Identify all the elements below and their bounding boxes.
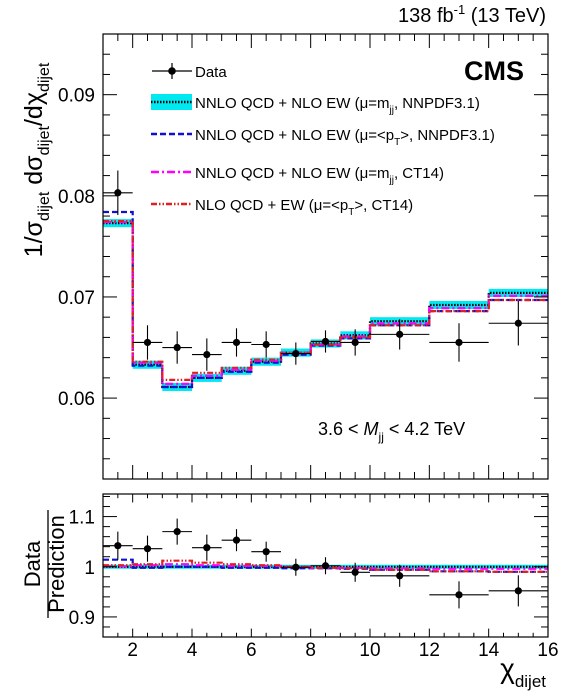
main-y-ticks: 0.06 0.07 0.08 0.09 xyxy=(58,33,548,480)
ratio-y-label-bottom: Prediction xyxy=(44,515,69,613)
legend-entry-nnpdf-mjj: NNLO QCD + NLO EW (μ=mjj, NNPDF3.1) xyxy=(151,94,480,116)
cms-label: CMS xyxy=(464,56,524,86)
ratio-x-tick-label: 2 xyxy=(127,640,138,661)
main-data-point xyxy=(292,349,300,358)
main-data-point xyxy=(351,338,359,347)
ratio-x-tick-label: 14 xyxy=(478,640,500,661)
main-data-point xyxy=(203,351,211,359)
ratio-band-bin xyxy=(429,564,489,569)
ratio-y-ticks: 0.9 1 1.1 xyxy=(69,496,548,638)
data-points-layer xyxy=(103,170,548,371)
legend-label-ct14-nlo-pt: NLO QCD + EW (μ=<pT>, CT14) xyxy=(195,197,413,218)
legend-entry-ct14-mjj: NNLO QCD + NLO EW (μ=mjj, CT14) xyxy=(151,165,444,186)
main-data-point xyxy=(262,340,270,349)
ratio-y-tick-label: 1.1 xyxy=(69,508,95,529)
ratio-x-tick-label: 4 xyxy=(187,640,198,661)
main-band-bin xyxy=(103,219,133,228)
legend-label-ct14-mjj: NNLO QCD + NLO EW (μ=mjj, CT14) xyxy=(195,165,444,186)
main-data-point xyxy=(232,338,241,347)
ratio-y-tick-label: 1 xyxy=(84,558,95,579)
ratio-data-point xyxy=(173,528,181,536)
ratio-data-point xyxy=(455,591,463,599)
main-x-ticks xyxy=(102,34,549,479)
main-data-point xyxy=(321,337,330,346)
ratio-panel: 0.9 1 1.1 2 4 6 8 10 12 14 16 Data Prediction χdi… xyxy=(20,493,559,691)
ratio-x-tick-label: 8 xyxy=(305,640,316,661)
ratio-x-tick-label: 6 xyxy=(246,640,257,661)
main-y-tick-label: 0.08 xyxy=(58,187,95,208)
ratio-x-tick-label: 12 xyxy=(419,640,440,661)
ratio-data-point xyxy=(232,536,241,544)
main-line-ct14-nlo-pt xyxy=(103,220,548,381)
main-band-bin xyxy=(429,301,489,310)
ratio-y-tick-label: 0.9 xyxy=(69,608,95,629)
ratio-band-bin xyxy=(103,564,133,569)
main-y-axis-label: 1/σdijet dσdijet/dχdijet xyxy=(20,62,53,257)
ratio-line-nnpdf-pt xyxy=(103,558,548,573)
main-data-point xyxy=(396,330,404,338)
ratio-data-point xyxy=(203,544,211,552)
main-data-point xyxy=(114,189,122,197)
ratio-data-point xyxy=(514,587,522,595)
legend-label-nnpdf-pt: NNLO QCD + NLO EW (μ=<pT>, NNPDF3.1) xyxy=(195,127,495,148)
main-line-nnpdf-mjj xyxy=(103,222,548,389)
main-data-point xyxy=(514,319,522,327)
main-y-tick-label: 0.06 xyxy=(58,389,95,410)
legend-label-data: Data xyxy=(195,64,227,81)
legend-label-nnpdf-mjj: NNLO QCD + NLO EW (μ=mjj, NNPDF3.1) xyxy=(195,95,480,116)
main-y-tick-label: 0.09 xyxy=(58,86,95,107)
main-data-point xyxy=(173,343,181,352)
ratio-data-point xyxy=(114,542,122,550)
main-line-nnpdf-pt xyxy=(103,210,548,389)
prediction-lines-layer xyxy=(103,210,548,389)
ratio-y-label-top: Data xyxy=(20,540,45,587)
ratio-data-point xyxy=(351,568,359,576)
main-data-point xyxy=(143,338,152,347)
ratio-data-point xyxy=(321,562,330,570)
x-axis-label: χdijet xyxy=(500,653,546,691)
legend: Data NNLO QCD + NLO EW (μ=mjj, NNPDF3.1)… xyxy=(151,63,495,218)
ratio-data-point xyxy=(262,548,270,556)
legend-entry-nnpdf-pt: NNLO QCD + NLO EW (μ=<pT>, NNPDF3.1) xyxy=(151,127,495,148)
ratio-band-bin xyxy=(132,564,163,569)
main-panel: 0.06 0.07 0.08 0.09 CMS Data NNLO QCD + NLO… xyxy=(20,33,549,480)
ratio-points-layer xyxy=(103,518,548,609)
ratio-data-point xyxy=(292,563,300,571)
ratio-data-point xyxy=(143,545,152,553)
ratio-x-tick-label: 16 xyxy=(537,640,558,661)
ratio-x-ticks: 2 4 6 8 10 12 14 16 xyxy=(102,494,559,661)
legend-data-marker xyxy=(168,67,176,75)
lumi-label: 138 fb-1 (13 TeV) xyxy=(398,2,546,27)
main-data-point xyxy=(455,338,463,347)
mass-range-annotation: 3.6 < Mjj < 4.2 TeV xyxy=(318,419,465,444)
ratio-x-tick-label: 10 xyxy=(359,640,380,661)
legend-entry-ct14-nlo-pt: NLO QCD + EW (μ=<pT>, CT14) xyxy=(151,197,413,218)
main-y-tick-label: 0.07 xyxy=(58,288,95,309)
ratio-line-ct14-nlo-pt xyxy=(103,559,548,573)
legend-swatch-nnpdf-mjj-band xyxy=(151,94,192,110)
legend-entry-data: Data xyxy=(152,63,227,81)
ratio-data-point xyxy=(396,572,404,580)
